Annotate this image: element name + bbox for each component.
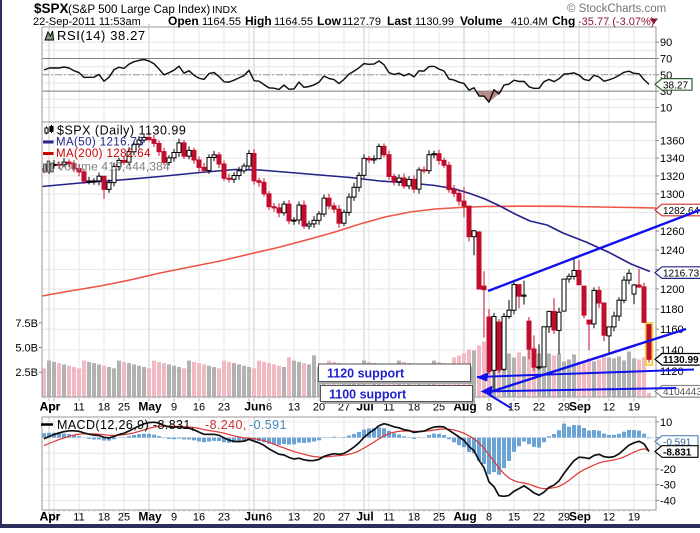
svg-text:22: 22 xyxy=(533,402,545,414)
svg-text:Volume: Volume xyxy=(460,14,503,28)
svg-text:Apr: Apr xyxy=(40,400,61,414)
svg-text:1260: 1260 xyxy=(660,226,684,238)
svg-text:-30: -30 xyxy=(660,480,676,492)
svg-text:22: 22 xyxy=(533,512,545,524)
svg-text:70: 70 xyxy=(660,54,672,66)
svg-text:May: May xyxy=(138,510,162,524)
svg-text:Jul: Jul xyxy=(356,510,373,524)
svg-text:1127.79: 1127.79 xyxy=(342,16,381,28)
svg-text:-8.240,: -8.240, xyxy=(205,418,247,432)
svg-text:7.5B: 7.5B xyxy=(15,318,38,330)
svg-text:Last: Last xyxy=(387,14,412,28)
svg-text:© StockCharts.com: © StockCharts.com xyxy=(567,3,666,15)
svg-text:12: 12 xyxy=(603,512,615,524)
svg-text:8: 8 xyxy=(486,512,492,524)
svg-text:$SPX: $SPX xyxy=(34,1,69,16)
svg-text:25: 25 xyxy=(433,512,445,524)
svg-text:29: 29 xyxy=(558,402,570,414)
svg-text:11: 11 xyxy=(73,402,84,414)
svg-text:9: 9 xyxy=(171,402,177,414)
svg-text:1120: 1120 xyxy=(660,366,684,378)
svg-text:-40: -40 xyxy=(660,495,676,507)
svg-text:1180: 1180 xyxy=(660,304,684,316)
svg-text:27: 27 xyxy=(338,512,350,524)
svg-text:1100 support: 1100 support xyxy=(329,388,407,402)
svg-text:1360: 1360 xyxy=(660,136,684,148)
svg-text:13: 13 xyxy=(288,512,300,524)
svg-text:Chg: Chg xyxy=(552,14,575,28)
svg-text:90: 90 xyxy=(660,37,672,49)
svg-text:May: May xyxy=(138,400,162,414)
svg-text:Low: Low xyxy=(317,14,342,28)
svg-text:20: 20 xyxy=(313,512,325,524)
svg-text:25: 25 xyxy=(118,402,130,414)
svg-text:Apr: Apr xyxy=(40,510,61,524)
svg-text:38.27: 38.27 xyxy=(663,80,688,91)
svg-text:1164.55: 1164.55 xyxy=(274,16,313,28)
svg-text:1340: 1340 xyxy=(660,153,684,165)
svg-text:23: 23 xyxy=(218,512,230,524)
svg-text:High: High xyxy=(245,14,272,28)
svg-text:9: 9 xyxy=(171,512,177,524)
svg-text:INDX: INDX xyxy=(212,4,237,16)
svg-text:RSI(14) 38.27: RSI(14) 38.27 xyxy=(57,28,146,43)
svg-text:1164.55: 1164.55 xyxy=(202,16,241,28)
svg-text:6: 6 xyxy=(266,402,272,414)
svg-text:Sep: Sep xyxy=(569,400,591,414)
svg-text:11: 11 xyxy=(383,512,394,524)
svg-text:19: 19 xyxy=(628,402,640,414)
svg-text:18: 18 xyxy=(98,402,110,414)
svg-text:Sep: Sep xyxy=(569,510,591,524)
svg-text:16: 16 xyxy=(193,512,205,524)
svg-text:$SPX (Daily) 1130.99: $SPX (Daily) 1130.99 xyxy=(57,124,186,138)
svg-text:8: 8 xyxy=(486,402,492,414)
svg-text:25: 25 xyxy=(118,512,130,524)
svg-text:18: 18 xyxy=(98,512,110,524)
svg-text:1: 1 xyxy=(461,512,467,524)
svg-text:10: 10 xyxy=(660,417,672,429)
svg-text:19: 19 xyxy=(628,512,640,524)
svg-text:6: 6 xyxy=(266,512,272,524)
svg-text:-0.591: -0.591 xyxy=(249,418,287,432)
svg-text:Jun: Jun xyxy=(244,510,265,524)
svg-text:Volume 410,444,384: Volume 410,444,384 xyxy=(57,160,170,174)
svg-text:18: 18 xyxy=(408,512,420,524)
svg-text:1216.73: 1216.73 xyxy=(663,269,700,280)
svg-text:11: 11 xyxy=(73,512,84,524)
svg-text:Jun: Jun xyxy=(244,400,265,414)
svg-text:MA(200) 1282.64: MA(200) 1282.64 xyxy=(56,148,151,160)
svg-text:1300: 1300 xyxy=(660,189,684,201)
svg-text:MA(50) 1216.73: MA(50) 1216.73 xyxy=(56,137,144,149)
svg-text:410.4M: 410.4M xyxy=(511,16,548,28)
svg-text:29: 29 xyxy=(558,512,570,524)
svg-text:1200: 1200 xyxy=(660,284,684,296)
svg-text:-20: -20 xyxy=(660,464,676,476)
svg-text:5.0B: 5.0B xyxy=(15,343,38,355)
svg-text:1120 support: 1120 support xyxy=(327,367,405,381)
svg-text:-8.831: -8.831 xyxy=(663,447,692,458)
svg-text:12: 12 xyxy=(603,402,615,414)
svg-text:-35.77 (-3.07%): -35.77 (-3.07%) xyxy=(578,16,654,28)
svg-text:16: 16 xyxy=(193,402,205,414)
svg-text:1130.99: 1130.99 xyxy=(415,16,454,28)
svg-text:10: 10 xyxy=(660,102,672,114)
svg-text:Open: Open xyxy=(168,14,199,28)
svg-text:2.5B: 2.5B xyxy=(15,367,38,379)
svg-text:MACD(12,26,9) -8.831,: MACD(12,26,9) -8.831, xyxy=(57,418,195,432)
svg-text:1240: 1240 xyxy=(660,245,684,257)
svg-text:22-Sep-2011 11:53am: 22-Sep-2011 11:53am xyxy=(33,16,141,28)
svg-text:15: 15 xyxy=(508,512,520,524)
svg-text:23: 23 xyxy=(218,402,230,414)
svg-text:1320: 1320 xyxy=(660,171,684,183)
svg-text:13: 13 xyxy=(288,402,300,414)
svg-text:1130.99: 1130.99 xyxy=(663,355,699,366)
